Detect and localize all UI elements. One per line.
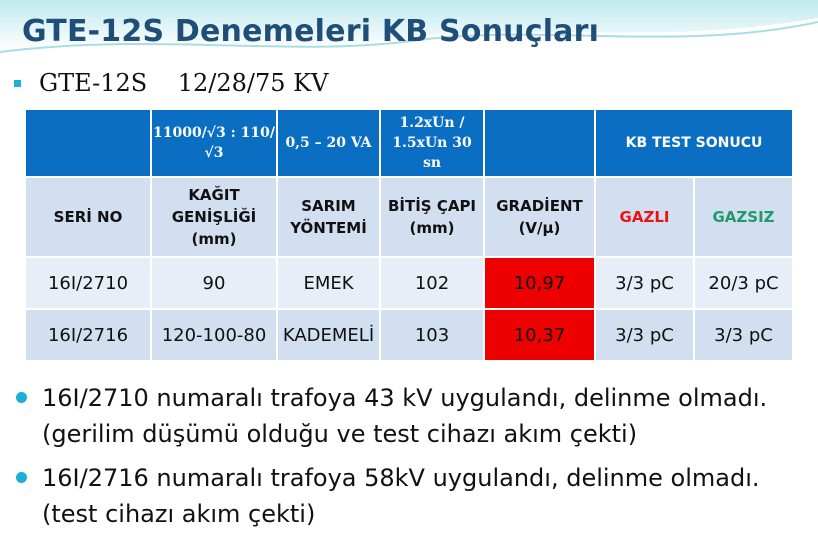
subtitle-row: GTE-12S 12/28/75 KV <box>14 66 328 100</box>
header-cell-power: 0,5 – 20 VA <box>276 108 381 178</box>
col-header-kagit: KAĞIT GENİŞLİĞİ (mm) <box>150 176 278 258</box>
col-header-gazli: GAZLI <box>594 176 695 258</box>
cell-bitis: 102 <box>379 256 485 310</box>
col-header-sarim: SARIM YÖNTEMİ <box>276 176 381 258</box>
cell-gradient: 10,97 <box>483 256 596 310</box>
cell-gazsiz: 3/3 pC <box>693 308 794 362</box>
cell-bitis: 103 <box>379 308 485 362</box>
table-row: 16I/2716 120-100-80 KADEMELİ 103 10,37 3… <box>24 308 794 362</box>
cell-seri: 16I/2716 <box>24 308 152 362</box>
slide-subtitle: GTE-12S 12/28/75 KV <box>39 69 329 97</box>
cell-seri: 16I/2710 <box>24 256 152 310</box>
notes-bullet-list: 16I/2710 numaralı trafoya 43 kV uyguland… <box>14 380 814 540</box>
table-row: 16I/2710 90 EMEK 102 10,97 3/3 pC 20/3 p… <box>24 256 794 310</box>
cell-gazli: 3/3 pC <box>594 256 695 310</box>
list-item: 16I/2710 numaralı trafoya 43 kV uyguland… <box>14 380 814 452</box>
header-cell-seri <box>24 108 152 178</box>
cell-gazli: 3/3 pC <box>594 308 695 362</box>
slide-title: GTE-12S Denemeleri KB Sonuçları <box>22 14 600 49</box>
col-header-bitis: BİTİŞ ÇAPI (mm) <box>379 176 485 258</box>
cell-sarim: EMEK <box>276 256 381 310</box>
cell-kagit: 120-100-80 <box>150 308 278 362</box>
bullet-dot-icon <box>16 392 27 403</box>
table-header-row: 11000/√3 : 110/√3 0,5 – 20 VA 1.2xUn / 1… <box>24 108 794 178</box>
cell-kagit: 90 <box>150 256 278 310</box>
list-item-text: 16I/2716 numaralı trafoya 58kV uygulandı… <box>42 464 760 528</box>
cell-gazsiz: 20/3 pC <box>693 256 794 310</box>
col-header-gazsiz: GAZSIZ <box>693 176 794 258</box>
header-cell-voltage: 1.2xUn / 1.5xUn 30 sn <box>379 108 485 178</box>
cell-gradient: 10,37 <box>483 308 596 362</box>
col-header-seri-no: SERİ NO <box>24 176 152 258</box>
table-subheader-row: SERİ NO KAĞIT GENİŞLİĞİ (mm) SARIM YÖNTE… <box>24 176 794 258</box>
header-cell-gradient <box>483 108 596 178</box>
list-item-text: 16I/2710 numaralı trafoya 43 kV uyguland… <box>42 384 768 448</box>
bullet-dot-icon <box>16 472 27 483</box>
square-bullet-icon <box>14 79 21 87</box>
decorative-wave-background <box>0 0 818 53</box>
kb-results-table: 11000/√3 : 110/√3 0,5 – 20 VA 1.2xUn / 1… <box>24 108 794 362</box>
header-cell-kb-test: KB TEST SONUCU <box>594 108 794 178</box>
header-cell-ratio: 11000/√3 : 110/√3 <box>150 108 278 178</box>
list-item: 16I/2716 numaralı trafoya 58kV uygulandı… <box>14 460 814 532</box>
cell-sarim: KADEMELİ <box>276 308 381 362</box>
col-header-gradient: GRADİENT (V/µ) <box>483 176 596 258</box>
